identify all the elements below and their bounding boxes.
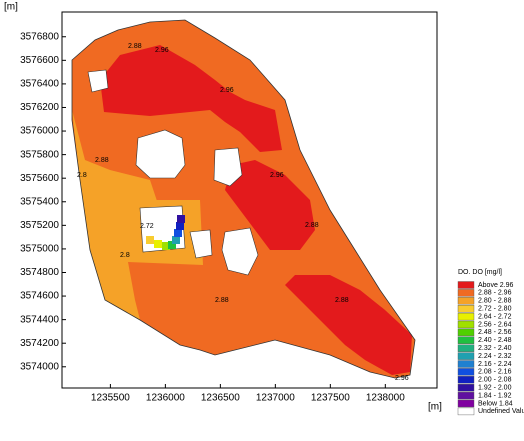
strip-cell [172, 236, 180, 244]
y-tick-label: 3574800 [20, 267, 59, 278]
legend-swatch [457, 297, 475, 305]
legend-label: 2.00 - 2.08 [478, 377, 512, 384]
legend-swatch [457, 368, 475, 376]
region [72, 110, 160, 320]
x-tick-label: 1237500 [311, 393, 350, 404]
y-tick-label: 3575400 [20, 196, 59, 207]
y-tick-label: 3575800 [20, 149, 59, 160]
legend-label: Above 2.96 [478, 282, 514, 289]
legend-swatch [457, 360, 475, 368]
y-tick-label: 3576000 [20, 126, 59, 137]
legend-label: 2.64 - 2.72 [478, 313, 512, 320]
legend-swatch [457, 376, 475, 384]
contour-label: 2.96 [220, 87, 234, 94]
legend-swatch [457, 281, 475, 289]
legend-swatch [457, 305, 475, 313]
legend-label: Undefined Value [478, 408, 524, 415]
legend-swatch [457, 344, 475, 352]
legend-swatch [457, 352, 475, 360]
contour-label: 2.72 [140, 223, 154, 230]
y-tick-label: 3575200 [20, 220, 59, 231]
contour-label: 2.88 [335, 297, 349, 304]
y-tick-label: 3574200 [20, 338, 59, 349]
strip-cell [177, 215, 185, 223]
legend-label: 1.84 - 1.92 [478, 392, 512, 399]
x-tick-label: 1236000 [146, 393, 185, 404]
plot-frame [61, 11, 438, 389]
legend-swatch [457, 328, 475, 337]
y-tick-label: 3575000 [20, 244, 59, 255]
legend-swatch [457, 391, 475, 400]
contour-label: 2.96 [395, 375, 409, 382]
legend-label: 2.72 - 2.80 [478, 306, 512, 313]
strip-cell [176, 222, 184, 230]
land [221, 227, 259, 276]
legend-label: 2.32 - 2.40 [478, 345, 512, 352]
land [87, 69, 109, 93]
y-tick-label: 3574600 [20, 291, 59, 302]
legend-swatch [457, 320, 475, 329]
legend-label: 2.48 - 2.56 [478, 329, 512, 336]
legend-swatch [457, 336, 475, 344]
x-tick-label: 1237000 [256, 393, 295, 404]
land [213, 147, 243, 187]
y-tick-label: 3576800 [20, 31, 59, 42]
strip-cell [174, 229, 182, 237]
legend-title: DO. DO [mg/l] [458, 269, 502, 276]
contour-label: 2.88 [95, 157, 109, 164]
legend-label: 2.40 - 2.48 [478, 337, 512, 344]
legend-swatch [457, 407, 475, 416]
legend-label: 2.88 - 2.96 [478, 290, 512, 297]
x-tick-label: 1238000 [366, 393, 405, 404]
y-axis-label: [m] [4, 2, 18, 13]
region [225, 160, 315, 250]
y-tick-label: 3574400 [20, 314, 59, 325]
x-axis-label: [m] [428, 402, 442, 413]
legend-swatch [457, 312, 475, 321]
y-tick-label: 3576600 [20, 55, 59, 66]
strip-cell [168, 241, 176, 249]
x-tick-label: 1235500 [91, 393, 130, 404]
domain-outline [71, 19, 416, 379]
contour-label: 2.96 [270, 172, 284, 179]
y-tick-label: 3575600 [20, 173, 59, 184]
contour-label: 2.88 [305, 222, 319, 229]
y-tick-label: 3576200 [20, 102, 59, 113]
legend-label: 2.80 - 2.88 [478, 298, 512, 305]
land [189, 229, 213, 259]
strip-cell [154, 240, 162, 248]
strip-cell [162, 242, 170, 250]
contour-label: 2.8 [77, 172, 87, 179]
legend-swatch [457, 384, 475, 392]
legend-label: 2.56 - 2.64 [478, 321, 512, 328]
region [285, 275, 412, 375]
legend-label: 1.92 - 2.00 [478, 385, 512, 392]
legend-swatch [457, 399, 475, 408]
legend-label: 2.24 - 2.32 [478, 353, 512, 360]
strip-cell [146, 236, 154, 244]
y-tick-label: 3576400 [20, 79, 59, 90]
map [71, 19, 416, 379]
legend-swatch [457, 289, 475, 297]
legend-label: 2.16 - 2.24 [478, 361, 512, 368]
contour-label: 2.96 [155, 47, 169, 54]
contour-label: 2.88 [128, 43, 142, 50]
region [100, 45, 282, 152]
contour-label: 2.88 [215, 297, 229, 304]
x-tick-label: 1236500 [201, 393, 240, 404]
y-tick-label: 3574000 [20, 361, 59, 372]
land [135, 129, 186, 179]
contour-label: 2.8 [120, 252, 130, 259]
legend-label: Below 1.84 [478, 400, 513, 407]
legend-label: 2.08 - 2.16 [478, 369, 512, 376]
